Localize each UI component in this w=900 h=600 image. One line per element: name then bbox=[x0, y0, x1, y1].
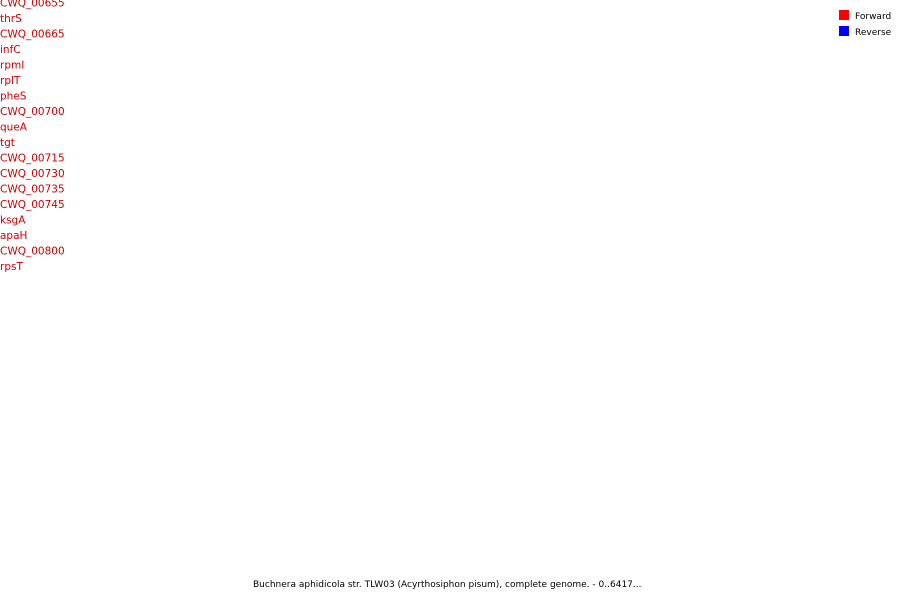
gene-label[interactable]: rpsT bbox=[0, 261, 23, 273]
gene-label[interactable]: pheS bbox=[0, 91, 27, 103]
map-caption: Buchnera aphidicola str. TLW03 (Acyrthos… bbox=[253, 580, 641, 590]
legend: Forward Reverse bbox=[839, 10, 892, 38]
gene-label[interactable]: thrS bbox=[0, 13, 22, 25]
gene-label[interactable]: rpmI bbox=[0, 60, 24, 72]
gene-label[interactable]: infC bbox=[0, 44, 21, 56]
gene-label[interactable]: CWQ_00655 bbox=[0, 0, 65, 10]
gene-label[interactable]: CWQ_00665 bbox=[0, 29, 65, 41]
gene-label[interactable]: CWQ_00730 bbox=[0, 168, 65, 180]
gene-label[interactable]: apaH bbox=[0, 230, 27, 242]
gene-label[interactable]: queA bbox=[0, 122, 28, 134]
gene-label[interactable]: CWQ_00715 bbox=[0, 153, 65, 165]
gene-label[interactable]: CWQ_00800 bbox=[0, 246, 65, 258]
gene-label[interactable]: CWQ_00745 bbox=[0, 199, 65, 211]
legend-forward-label: Forward bbox=[855, 12, 891, 22]
gene-label[interactable]: tgt bbox=[0, 137, 15, 149]
legend-reverse-label: Reverse bbox=[855, 28, 892, 38]
gene-label[interactable]: rplT bbox=[0, 75, 21, 87]
gene-labels: CWQ_00480CWQ_00500hisGhisDCWQ_00535hisHC… bbox=[0, 0, 65, 273]
gene-label[interactable]: CWQ_00700 bbox=[0, 106, 65, 118]
legend-forward-swatch bbox=[839, 10, 849, 20]
legend-reverse-swatch bbox=[839, 26, 849, 36]
gene-label[interactable]: CWQ_00735 bbox=[0, 184, 65, 196]
gene-label[interactable]: ksgA bbox=[0, 215, 26, 227]
